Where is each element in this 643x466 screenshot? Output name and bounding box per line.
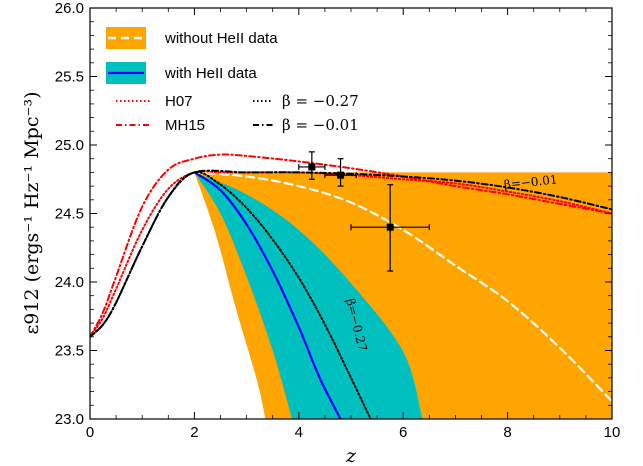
data-point-marker <box>308 163 316 171</box>
y-tick-label: 24.0 <box>55 274 84 291</box>
y-tick-label: 23.5 <box>55 343 84 360</box>
legend-label-without-heii: without HeII data <box>164 30 278 47</box>
y-tick-label: 25.5 <box>55 69 84 86</box>
data-point-2 <box>350 184 430 272</box>
y-tick-label: 24.5 <box>55 206 84 223</box>
series-beta-001 <box>90 169 612 338</box>
legend: without HeII data with HeII data H07 MH1… <box>106 27 359 134</box>
y-tick-label: 23.0 <box>55 411 84 428</box>
series-mh15 <box>90 153 612 338</box>
data-point-marker <box>337 171 345 179</box>
x-axis-title: z <box>345 445 357 466</box>
series-h07 <box>90 170 612 338</box>
x-tick-label: 6 <box>399 424 407 441</box>
x-tick-label: 8 <box>503 424 511 441</box>
plot-area <box>90 151 612 419</box>
series-without-heii-median <box>193 171 612 403</box>
y-tick-label: 26.0 <box>55 0 84 17</box>
series-beta-027 <box>90 171 372 419</box>
legend-label-beta-001: β = −0.01 <box>282 116 359 134</box>
y-axis-title: ε912 (ergs⁻¹ Hz⁻¹ Mpc⁻³) <box>21 91 43 334</box>
legend-label-h07: H07 <box>165 93 193 110</box>
legend-label-mh15: MH15 <box>165 117 205 134</box>
legend-label-with-heii: with HeII data <box>164 65 257 82</box>
series-with-heii-median <box>193 171 342 419</box>
data-point-1 <box>324 158 357 187</box>
beta-minus-001-annotation: β=−0.01 <box>503 172 558 192</box>
legend-label-beta-027: β = −0.27 <box>282 92 359 110</box>
data-point-0 <box>298 151 326 180</box>
axis-ticks: 0 2 4 6 8 10 23.0 23.5 24.0 24.5 25.0 25.5 26.0 <box>55 0 621 441</box>
x-tick-label: 2 <box>190 424 198 441</box>
data-point-marker <box>386 223 394 231</box>
x-tick-label: 4 <box>295 424 303 441</box>
x-tick-label: 10 <box>604 424 621 441</box>
x-tick-label: 0 <box>86 424 94 441</box>
y-tick-label: 25.0 <box>55 137 84 154</box>
